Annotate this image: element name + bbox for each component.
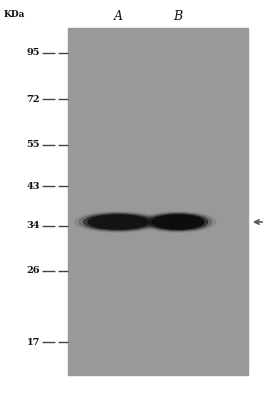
Text: 34: 34 bbox=[26, 221, 40, 230]
Text: 43: 43 bbox=[26, 182, 40, 191]
Bar bbox=[68, 28, 248, 375]
Text: 26: 26 bbox=[26, 266, 40, 275]
Text: 72: 72 bbox=[26, 95, 40, 104]
Ellipse shape bbox=[75, 212, 161, 232]
Ellipse shape bbox=[148, 214, 208, 230]
Ellipse shape bbox=[144, 213, 212, 231]
Ellipse shape bbox=[152, 215, 204, 229]
Text: B: B bbox=[173, 10, 183, 22]
Text: 55: 55 bbox=[26, 140, 40, 149]
Ellipse shape bbox=[140, 212, 216, 232]
Text: A: A bbox=[113, 10, 123, 22]
Text: 17: 17 bbox=[27, 338, 40, 347]
Ellipse shape bbox=[83, 214, 153, 230]
Text: 95: 95 bbox=[26, 48, 40, 57]
Ellipse shape bbox=[79, 213, 157, 231]
Text: KDa: KDa bbox=[4, 10, 25, 19]
Ellipse shape bbox=[88, 215, 148, 229]
